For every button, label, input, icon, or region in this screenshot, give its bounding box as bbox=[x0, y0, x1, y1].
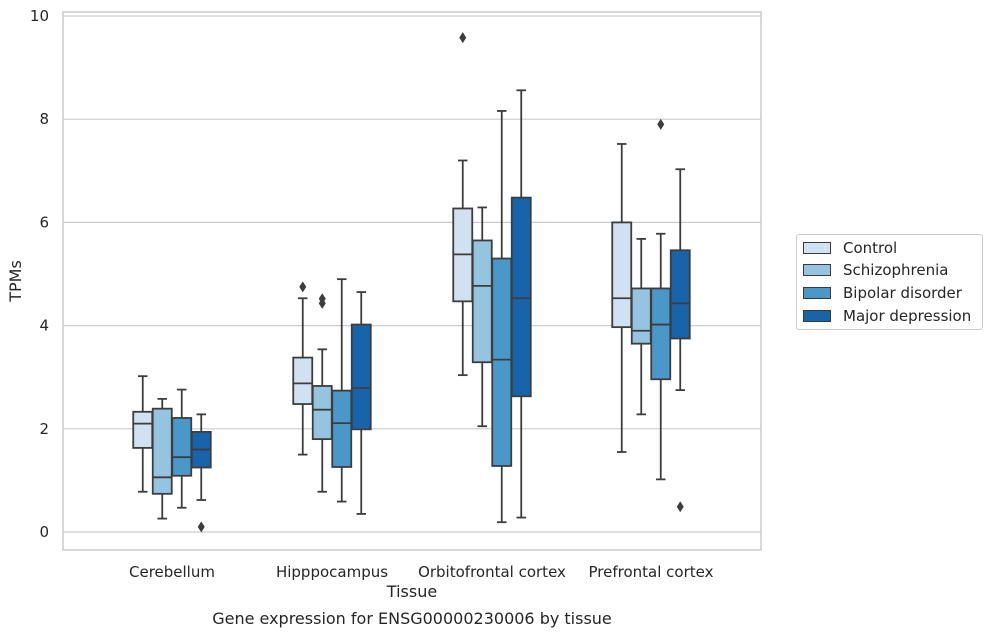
box-body bbox=[292, 356, 314, 405]
y-tick-label: 2 bbox=[39, 420, 49, 438]
box-control bbox=[292, 281, 314, 456]
box-major-depression bbox=[190, 413, 212, 533]
legend-swatch-bipolar-disorder bbox=[803, 287, 831, 299]
legend-label-bipolar-disorder: Bipolar disorder bbox=[843, 284, 962, 302]
outlier-point bbox=[197, 521, 205, 533]
box-control bbox=[452, 32, 474, 377]
legend-item-bipolar-disorder: Bipolar disorder bbox=[803, 283, 962, 303]
box-major-depression bbox=[669, 168, 691, 513]
legend-label-schizophrenia: Schizophrenia bbox=[843, 261, 949, 279]
box-bipolar-disorder bbox=[171, 388, 193, 509]
y-tick-label: 6 bbox=[39, 213, 49, 231]
legend-item-schizophrenia: Schizophrenia bbox=[803, 260, 948, 280]
x-tick-label: Cerebellum bbox=[129, 563, 215, 581]
outlier-point bbox=[657, 118, 665, 130]
legend-item-major-depression: Major depression bbox=[803, 306, 971, 326]
box-body bbox=[650, 287, 672, 381]
box-body bbox=[331, 389, 353, 468]
y-tick-label: 4 bbox=[39, 317, 49, 335]
y-tick-label: 0 bbox=[39, 523, 49, 541]
outlier-point bbox=[459, 32, 467, 44]
legend-swatch-major-depression bbox=[803, 310, 831, 322]
box-body bbox=[611, 221, 633, 329]
x-tick-labels: Cerebellum Hipppocampus Orbitofrontal cort… bbox=[129, 563, 714, 581]
box-body bbox=[510, 196, 532, 398]
x-tick-label: Hipppocampus bbox=[276, 563, 388, 581]
chart-caption: Gene expression for ENSG00000230006 by t… bbox=[212, 609, 612, 628]
box-body bbox=[630, 287, 652, 345]
box-schizophrenia bbox=[311, 293, 333, 493]
legend-label-control: Control bbox=[843, 239, 898, 257]
outlier-point bbox=[676, 501, 684, 513]
legend-item-control: Control bbox=[803, 238, 897, 258]
box-body bbox=[350, 323, 372, 431]
y-axis-label: TPMs bbox=[6, 260, 25, 303]
outlier-point bbox=[318, 293, 326, 305]
outlier-point bbox=[299, 281, 307, 293]
box-body bbox=[491, 257, 513, 467]
x-axis-label: Tissue bbox=[386, 582, 437, 601]
y-tick-labels: 0 2 4 6 8 10 bbox=[30, 7, 49, 541]
x-tick-label: Prefrontal cortex bbox=[589, 563, 714, 581]
legend: Control Schizophrenia Bipolar disorder M… bbox=[796, 234, 983, 330]
box-major-depression bbox=[350, 291, 372, 515]
box-control bbox=[611, 143, 633, 453]
box-body bbox=[132, 410, 154, 449]
y-tick-label: 8 bbox=[39, 110, 49, 128]
legend-label-major-depression: Major depression bbox=[843, 307, 972, 325]
box-body bbox=[669, 249, 691, 340]
box-schizophrenia bbox=[630, 238, 652, 416]
box-body bbox=[311, 385, 333, 441]
x-tick-label: Orbitofrontal cortex bbox=[418, 563, 566, 581]
box-body bbox=[171, 417, 193, 477]
box-major-depression bbox=[510, 89, 532, 519]
legend-swatch-schizophrenia bbox=[803, 264, 831, 276]
box-body bbox=[471, 239, 493, 364]
box-body bbox=[151, 407, 173, 495]
boxes bbox=[132, 32, 691, 533]
y-tick-label: 10 bbox=[30, 7, 49, 25]
legend-swatch-control bbox=[803, 242, 831, 254]
box-bipolar-disorder bbox=[331, 278, 353, 503]
box-bipolar-disorder bbox=[491, 110, 513, 524]
